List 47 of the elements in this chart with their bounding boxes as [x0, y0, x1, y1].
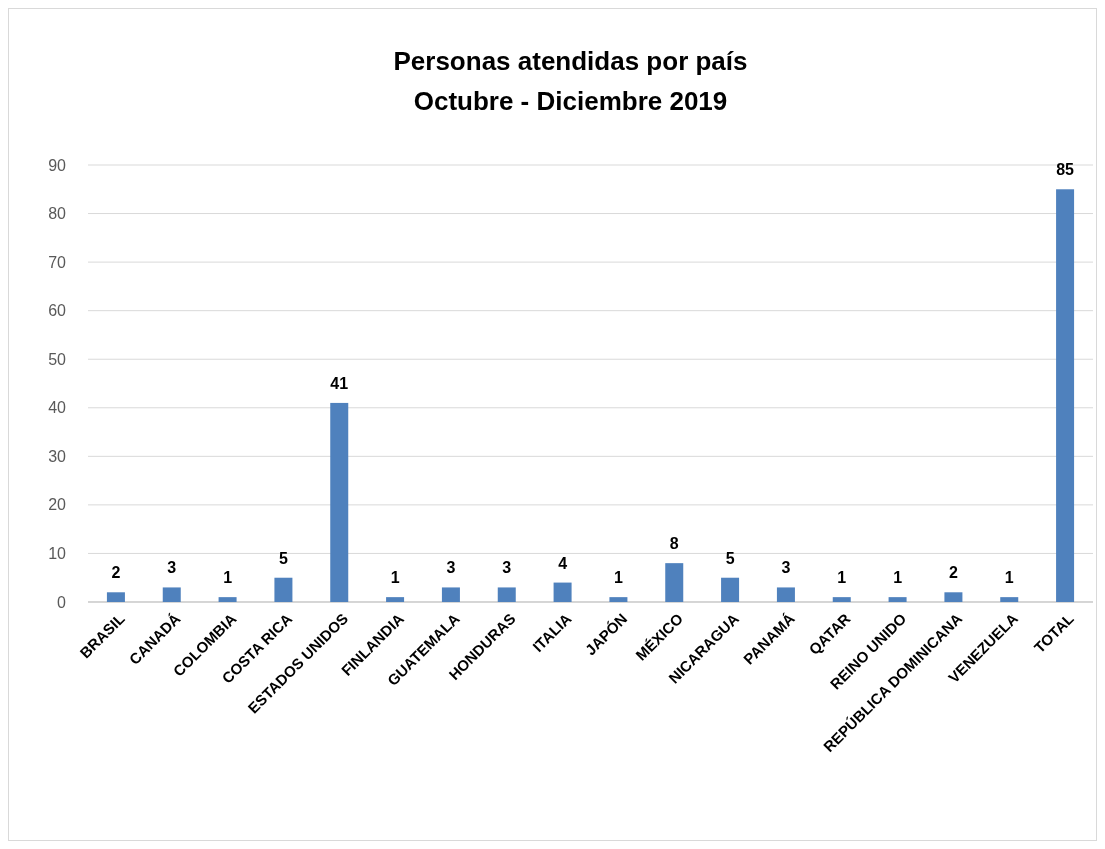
data-label: 1 — [223, 569, 233, 587]
bar — [553, 582, 572, 602]
data-label: 1 — [613, 569, 623, 587]
bar — [330, 402, 349, 602]
bar — [944, 592, 963, 602]
bar — [497, 587, 516, 602]
y-tick-label: 40 — [48, 399, 67, 417]
bar — [218, 597, 237, 602]
data-label: 1 — [837, 569, 847, 587]
bar — [609, 597, 628, 602]
bar — [441, 587, 460, 602]
data-label: 3 — [781, 559, 791, 577]
data-label: 1 — [893, 569, 903, 587]
chart-title: Personas atendidas por país Octubre - Diciembre 2019 — [393, 46, 748, 116]
y-tick-label: 50 — [48, 350, 67, 368]
data-label: 85 — [1056, 161, 1075, 179]
bar — [274, 577, 293, 602]
bar — [888, 597, 907, 602]
data-label: 3 — [446, 559, 456, 577]
y-tick-label: 10 — [48, 545, 67, 563]
data-label: 1 — [390, 569, 400, 587]
bar — [776, 587, 795, 602]
data-label: 8 — [669, 535, 679, 553]
bar — [665, 563, 684, 602]
y-tick-label: 20 — [48, 496, 67, 514]
data-label: 41 — [330, 374, 349, 392]
y-tick-label: 0 — [57, 593, 67, 611]
bar — [386, 597, 405, 602]
bar — [1000, 597, 1019, 602]
y-tick-label: 60 — [48, 302, 67, 320]
data-label: 3 — [167, 559, 177, 577]
data-label: 2 — [948, 564, 958, 582]
bar — [106, 592, 125, 602]
data-label: 5 — [725, 549, 735, 567]
bar — [832, 597, 851, 602]
bar — [721, 577, 740, 602]
y-tick-label: 90 — [48, 156, 67, 174]
data-label: 5 — [278, 549, 288, 567]
y-tick-label: 70 — [48, 253, 67, 271]
bar — [1056, 189, 1075, 602]
data-label: 2 — [111, 564, 121, 582]
y-tick-label: 80 — [48, 205, 67, 223]
data-label: 3 — [502, 559, 512, 577]
data-label: 4 — [558, 554, 568, 572]
y-tick-label: 30 — [48, 447, 67, 465]
bar — [162, 587, 181, 602]
data-label: 1 — [1004, 569, 1014, 587]
